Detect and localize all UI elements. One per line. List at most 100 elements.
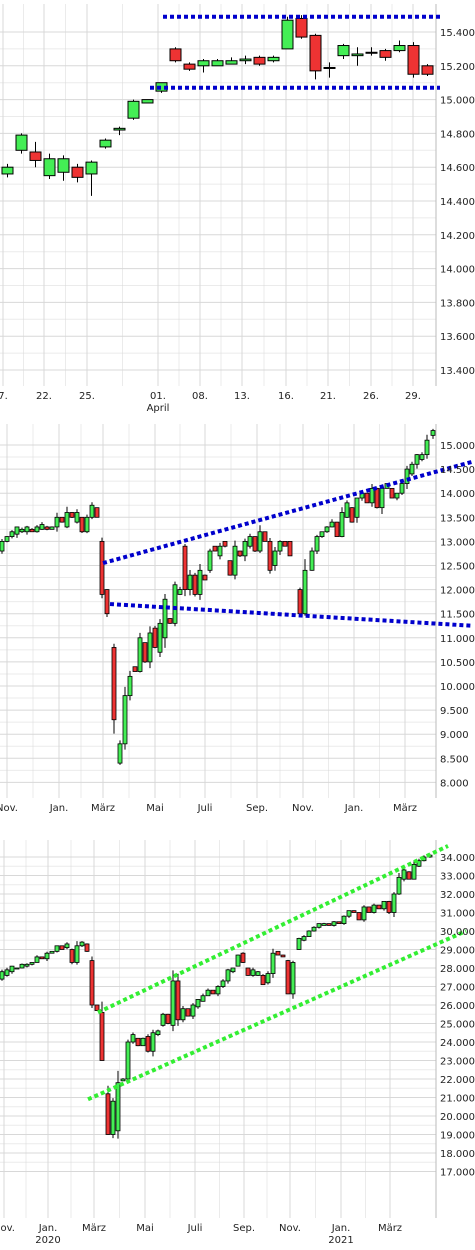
candle-up [225, 57, 238, 65]
candle-up [354, 497, 360, 523]
x-tick-label: März [82, 1223, 106, 1234]
y-tick-label: 10.000 [440, 682, 475, 693]
candle-up [74, 509, 80, 524]
y-tick-label: 14.800 [440, 129, 475, 140]
candle-body [170, 980, 176, 1026]
candle-up [215, 985, 221, 997]
candle-up [314, 534, 320, 554]
x-tick-label: Jan. [331, 1223, 351, 1234]
candle-body [235, 954, 241, 967]
y-tick-label: 11.500 [440, 610, 475, 621]
candle-body [421, 65, 434, 75]
x-tick-labels: 7. 22. 25. 01.April 08. 13. 16. 21. 26. 29. [0, 391, 421, 414]
candle-body [430, 430, 436, 436]
candle-down [334, 521, 340, 537]
candle-body [227, 560, 233, 576]
candle-body [202, 574, 208, 581]
candle-up [411, 861, 417, 880]
candle-down [245, 967, 251, 976]
candle-up [329, 519, 335, 528]
candle-down [132, 666, 138, 672]
candle-up [24, 525, 30, 535]
candle-body [185, 1008, 191, 1017]
x-tick-label: Nov. [0, 803, 18, 814]
candle-up [49, 526, 55, 530]
candle-up [341, 915, 347, 925]
candle-down [84, 943, 90, 952]
candle-body [366, 906, 372, 913]
candle-up [197, 59, 210, 73]
candle-up [89, 502, 95, 520]
candle-up [414, 454, 420, 469]
candle-up [34, 955, 40, 963]
candle-up [190, 1003, 196, 1020]
candle-up [401, 866, 407, 882]
candle-body [145, 1036, 151, 1052]
candle-body [180, 1008, 186, 1021]
candle-body [389, 487, 395, 499]
candle-body [394, 492, 400, 499]
candle-body [321, 923, 327, 926]
candle-body [177, 589, 183, 595]
candle-body [262, 531, 268, 542]
candle-body [14, 526, 20, 535]
candle-body [104, 589, 110, 615]
candle-body [255, 971, 261, 976]
candle-body [182, 545, 188, 591]
candle-up [9, 530, 15, 539]
candle-body [142, 642, 148, 663]
y-tick-label: 29.000 [440, 946, 475, 957]
candle-body [296, 938, 302, 950]
candle-down [165, 1013, 171, 1025]
candle-up [419, 452, 425, 462]
candle-body [245, 967, 251, 976]
x-tick-label: Sep. [233, 1223, 255, 1234]
candle-down [295, 15, 308, 39]
candle-up [172, 581, 178, 627]
candle-up [74, 941, 80, 965]
candle-body [371, 904, 377, 913]
candle-down [297, 587, 303, 617]
candle-up [270, 948, 276, 978]
y-tick-label: 22.000 [440, 1075, 475, 1086]
candle-body [157, 622, 163, 653]
y-tick-label: 13.400 [440, 366, 475, 377]
y-tick-label: 31.000 [440, 909, 475, 920]
candle-up [339, 507, 345, 538]
x-tick-label: Jan. [38, 1223, 58, 1234]
candle-body [9, 531, 15, 537]
candle-body [9, 965, 15, 973]
candle-down [287, 541, 293, 557]
candle-down [349, 507, 355, 523]
candle-body [99, 139, 112, 148]
candle-up [391, 892, 397, 918]
candle-down [175, 973, 181, 1026]
candle-up [120, 1078, 126, 1082]
candle-body [49, 526, 55, 530]
candle-body [29, 962, 35, 965]
y-tick-label: 19.000 [440, 1131, 475, 1142]
candle-body [127, 100, 140, 119]
candle-body [141, 99, 154, 104]
candle-down [336, 921, 342, 924]
candle-body [416, 860, 422, 867]
candle-body [419, 454, 425, 460]
candle-up [140, 1037, 146, 1047]
candle-body [69, 512, 75, 518]
candle-down [44, 525, 50, 531]
candle-body [242, 541, 248, 557]
candle-body [311, 926, 317, 932]
candle-body [344, 502, 350, 518]
candle-down [262, 531, 268, 542]
candle-body [393, 45, 406, 52]
candle-up [399, 481, 405, 496]
candle-down [267, 537, 273, 574]
x-tick-label: 29. [405, 391, 421, 402]
y-tick-label: 14.400 [440, 197, 475, 208]
candle-body [351, 910, 357, 913]
candle-up [24, 963, 30, 968]
candle-down [169, 47, 182, 63]
candle-body [197, 60, 210, 67]
candle-up [160, 1012, 166, 1027]
x-tick-label: 22. [36, 391, 52, 402]
